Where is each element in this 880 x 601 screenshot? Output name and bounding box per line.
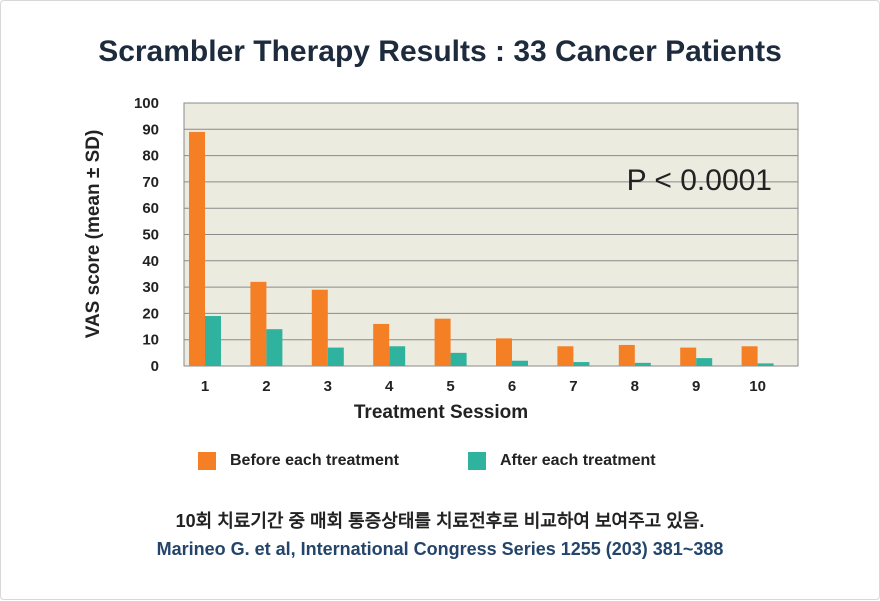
y-tick-label: 30 [142,279,159,296]
bar-after [266,329,283,366]
chart-title: Scrambler Therapy Results : 33 Cancer Pa… [98,35,782,68]
y-tick-label: 10 [142,332,159,349]
y-tick-label: 100 [134,95,159,112]
x-tick-label: 7 [569,378,577,395]
bar-after [512,360,528,366]
x-tick-label: 5 [446,378,454,395]
bar-before [741,346,758,366]
bar-before [557,346,574,366]
bar-after [696,358,713,366]
x-tick-label: 1 [201,378,209,395]
bar-after [573,362,590,366]
y-tick-label: 80 [142,148,159,165]
y-tick-label: 60 [142,200,159,217]
bar-before [311,289,328,366]
bar-after [205,316,221,366]
x-tick-label: 6 [508,378,516,395]
bar-before [680,347,697,366]
x-tick-label: 10 [749,378,766,395]
x-axis-label: Treatment Sessiom [354,402,528,423]
legend-swatch-before [198,452,216,470]
y-tick-label: 70 [142,174,159,191]
bar-before [434,318,451,366]
bar-after [634,362,651,366]
bar-before [250,281,267,366]
bar-after [757,363,774,366]
bar-before [618,344,635,366]
x-tick-label: 2 [262,378,270,395]
y-tick-label: 20 [142,305,159,322]
bar-after [450,352,467,366]
x-tick-label: 9 [692,378,700,395]
x-tick-label: 3 [324,378,332,395]
legend-label-after: After each treatment [500,452,656,469]
y-tick-label: 40 [142,253,159,270]
bar-before [189,131,205,366]
y-tick-label: 50 [142,227,159,244]
bar-after [327,347,344,366]
bar-before [496,338,512,366]
y-axis-label: VAS score (mean ± SD) [83,130,104,339]
legend-item-after: After each treatment [468,452,656,470]
legend-swatch-after [468,452,486,470]
caption-korean: 10회 치료기간 중 매회 통증상태를 치료전후로 비교하여 보여주고 있음. [175,511,705,531]
legend: Before each treatment After each treatme… [1,452,879,472]
bar-after [389,346,406,366]
bar-before [373,323,390,366]
caption-reference: Marineo G. et al, International Congress… [156,539,724,559]
legend-item-before: Before each treatment [198,452,399,470]
p-value-annotation: P < 0.0001 [627,164,772,197]
y-tick-label: 0 [151,358,159,375]
legend-label-before: Before each treatment [230,452,399,469]
x-tick-label: 8 [631,378,639,395]
x-tick-label: 4 [385,378,394,395]
y-tick-label: 90 [142,121,159,138]
